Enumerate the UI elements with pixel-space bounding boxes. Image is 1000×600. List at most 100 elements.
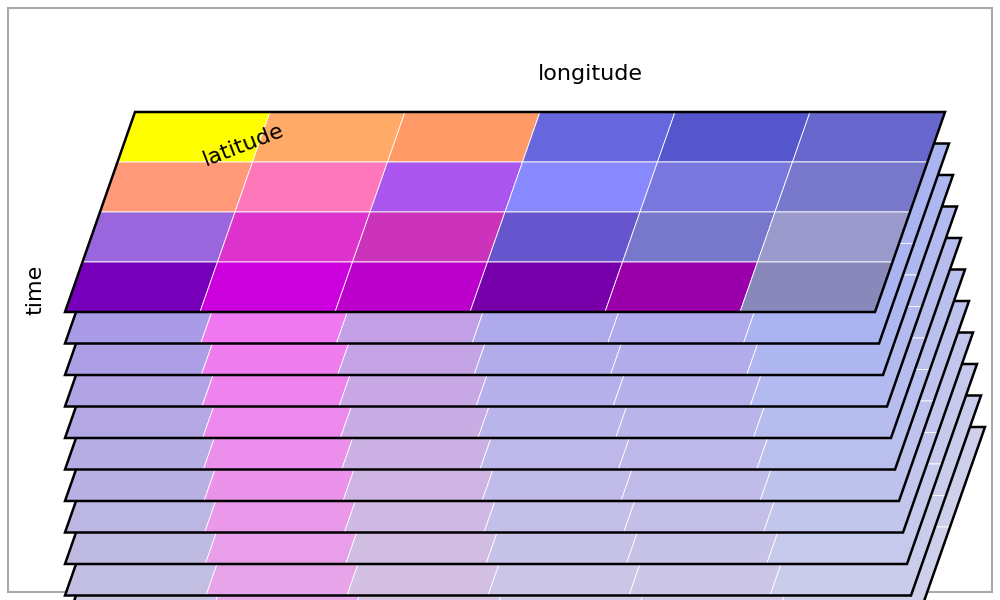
Polygon shape xyxy=(236,175,408,275)
Polygon shape xyxy=(618,370,792,469)
Polygon shape xyxy=(513,238,686,338)
Polygon shape xyxy=(342,370,515,469)
Polygon shape xyxy=(100,427,277,527)
Polygon shape xyxy=(65,244,236,343)
Polygon shape xyxy=(664,395,840,496)
Text: time: time xyxy=(25,265,45,314)
Polygon shape xyxy=(373,175,544,275)
Polygon shape xyxy=(802,364,977,464)
Polygon shape xyxy=(205,464,381,564)
Polygon shape xyxy=(100,175,271,275)
Polygon shape xyxy=(236,143,406,244)
Polygon shape xyxy=(488,212,640,262)
Polygon shape xyxy=(370,162,522,212)
Polygon shape xyxy=(610,275,782,375)
Polygon shape xyxy=(348,527,525,600)
Polygon shape xyxy=(237,206,409,307)
Polygon shape xyxy=(242,427,418,527)
Polygon shape xyxy=(653,269,827,370)
Polygon shape xyxy=(484,433,659,533)
Polygon shape xyxy=(522,112,675,162)
Polygon shape xyxy=(805,395,981,496)
Polygon shape xyxy=(478,338,651,438)
Polygon shape xyxy=(383,427,560,527)
Polygon shape xyxy=(763,433,938,533)
Polygon shape xyxy=(238,269,412,370)
Polygon shape xyxy=(626,464,802,564)
Polygon shape xyxy=(525,427,702,527)
Polygon shape xyxy=(200,262,352,312)
Polygon shape xyxy=(507,143,678,244)
Polygon shape xyxy=(509,175,680,275)
Polygon shape xyxy=(375,238,548,338)
Polygon shape xyxy=(338,275,509,375)
Polygon shape xyxy=(201,275,373,375)
Polygon shape xyxy=(658,112,810,162)
Polygon shape xyxy=(488,496,664,595)
Polygon shape xyxy=(651,238,823,338)
Polygon shape xyxy=(795,301,969,401)
Polygon shape xyxy=(204,401,378,501)
Polygon shape xyxy=(767,464,942,564)
Polygon shape xyxy=(474,275,645,375)
Polygon shape xyxy=(645,175,817,275)
Polygon shape xyxy=(757,370,930,469)
Polygon shape xyxy=(100,395,276,496)
Polygon shape xyxy=(643,143,813,244)
Polygon shape xyxy=(798,332,973,433)
Polygon shape xyxy=(758,212,910,262)
Polygon shape xyxy=(65,464,240,564)
Polygon shape xyxy=(100,301,274,401)
Polygon shape xyxy=(377,269,550,370)
Polygon shape xyxy=(241,395,417,496)
Polygon shape xyxy=(118,112,270,162)
Polygon shape xyxy=(659,332,833,433)
Polygon shape xyxy=(648,206,820,307)
Polygon shape xyxy=(667,427,843,527)
Polygon shape xyxy=(339,307,511,407)
Polygon shape xyxy=(100,238,273,338)
Polygon shape xyxy=(613,307,785,407)
Polygon shape xyxy=(207,527,383,600)
Polygon shape xyxy=(632,527,808,600)
Polygon shape xyxy=(201,244,371,343)
Polygon shape xyxy=(65,275,236,375)
Polygon shape xyxy=(100,162,253,212)
Polygon shape xyxy=(100,143,271,244)
Polygon shape xyxy=(65,338,238,438)
Polygon shape xyxy=(517,301,691,401)
Polygon shape xyxy=(379,332,554,433)
Polygon shape xyxy=(788,238,961,338)
Polygon shape xyxy=(747,275,918,375)
Polygon shape xyxy=(486,464,661,564)
Polygon shape xyxy=(65,307,237,407)
Polygon shape xyxy=(374,206,546,307)
Polygon shape xyxy=(203,338,375,438)
Polygon shape xyxy=(202,307,374,407)
Polygon shape xyxy=(65,370,238,469)
Polygon shape xyxy=(100,364,275,464)
Text: latitude: latitude xyxy=(200,121,287,170)
Polygon shape xyxy=(773,527,950,600)
Polygon shape xyxy=(753,338,926,438)
Polygon shape xyxy=(511,206,683,307)
Polygon shape xyxy=(65,496,241,595)
Polygon shape xyxy=(782,175,953,275)
Polygon shape xyxy=(253,112,405,162)
Polygon shape xyxy=(656,301,830,401)
Polygon shape xyxy=(770,496,946,595)
Polygon shape xyxy=(519,332,694,433)
Polygon shape xyxy=(760,401,934,501)
Polygon shape xyxy=(382,395,558,496)
Polygon shape xyxy=(476,307,648,407)
Polygon shape xyxy=(65,527,242,600)
Polygon shape xyxy=(346,464,521,564)
Polygon shape xyxy=(661,364,837,464)
Polygon shape xyxy=(343,401,517,501)
Polygon shape xyxy=(472,244,643,343)
Polygon shape xyxy=(778,143,949,244)
Polygon shape xyxy=(470,262,622,312)
Polygon shape xyxy=(344,433,519,533)
Polygon shape xyxy=(65,262,217,312)
Polygon shape xyxy=(750,307,922,407)
